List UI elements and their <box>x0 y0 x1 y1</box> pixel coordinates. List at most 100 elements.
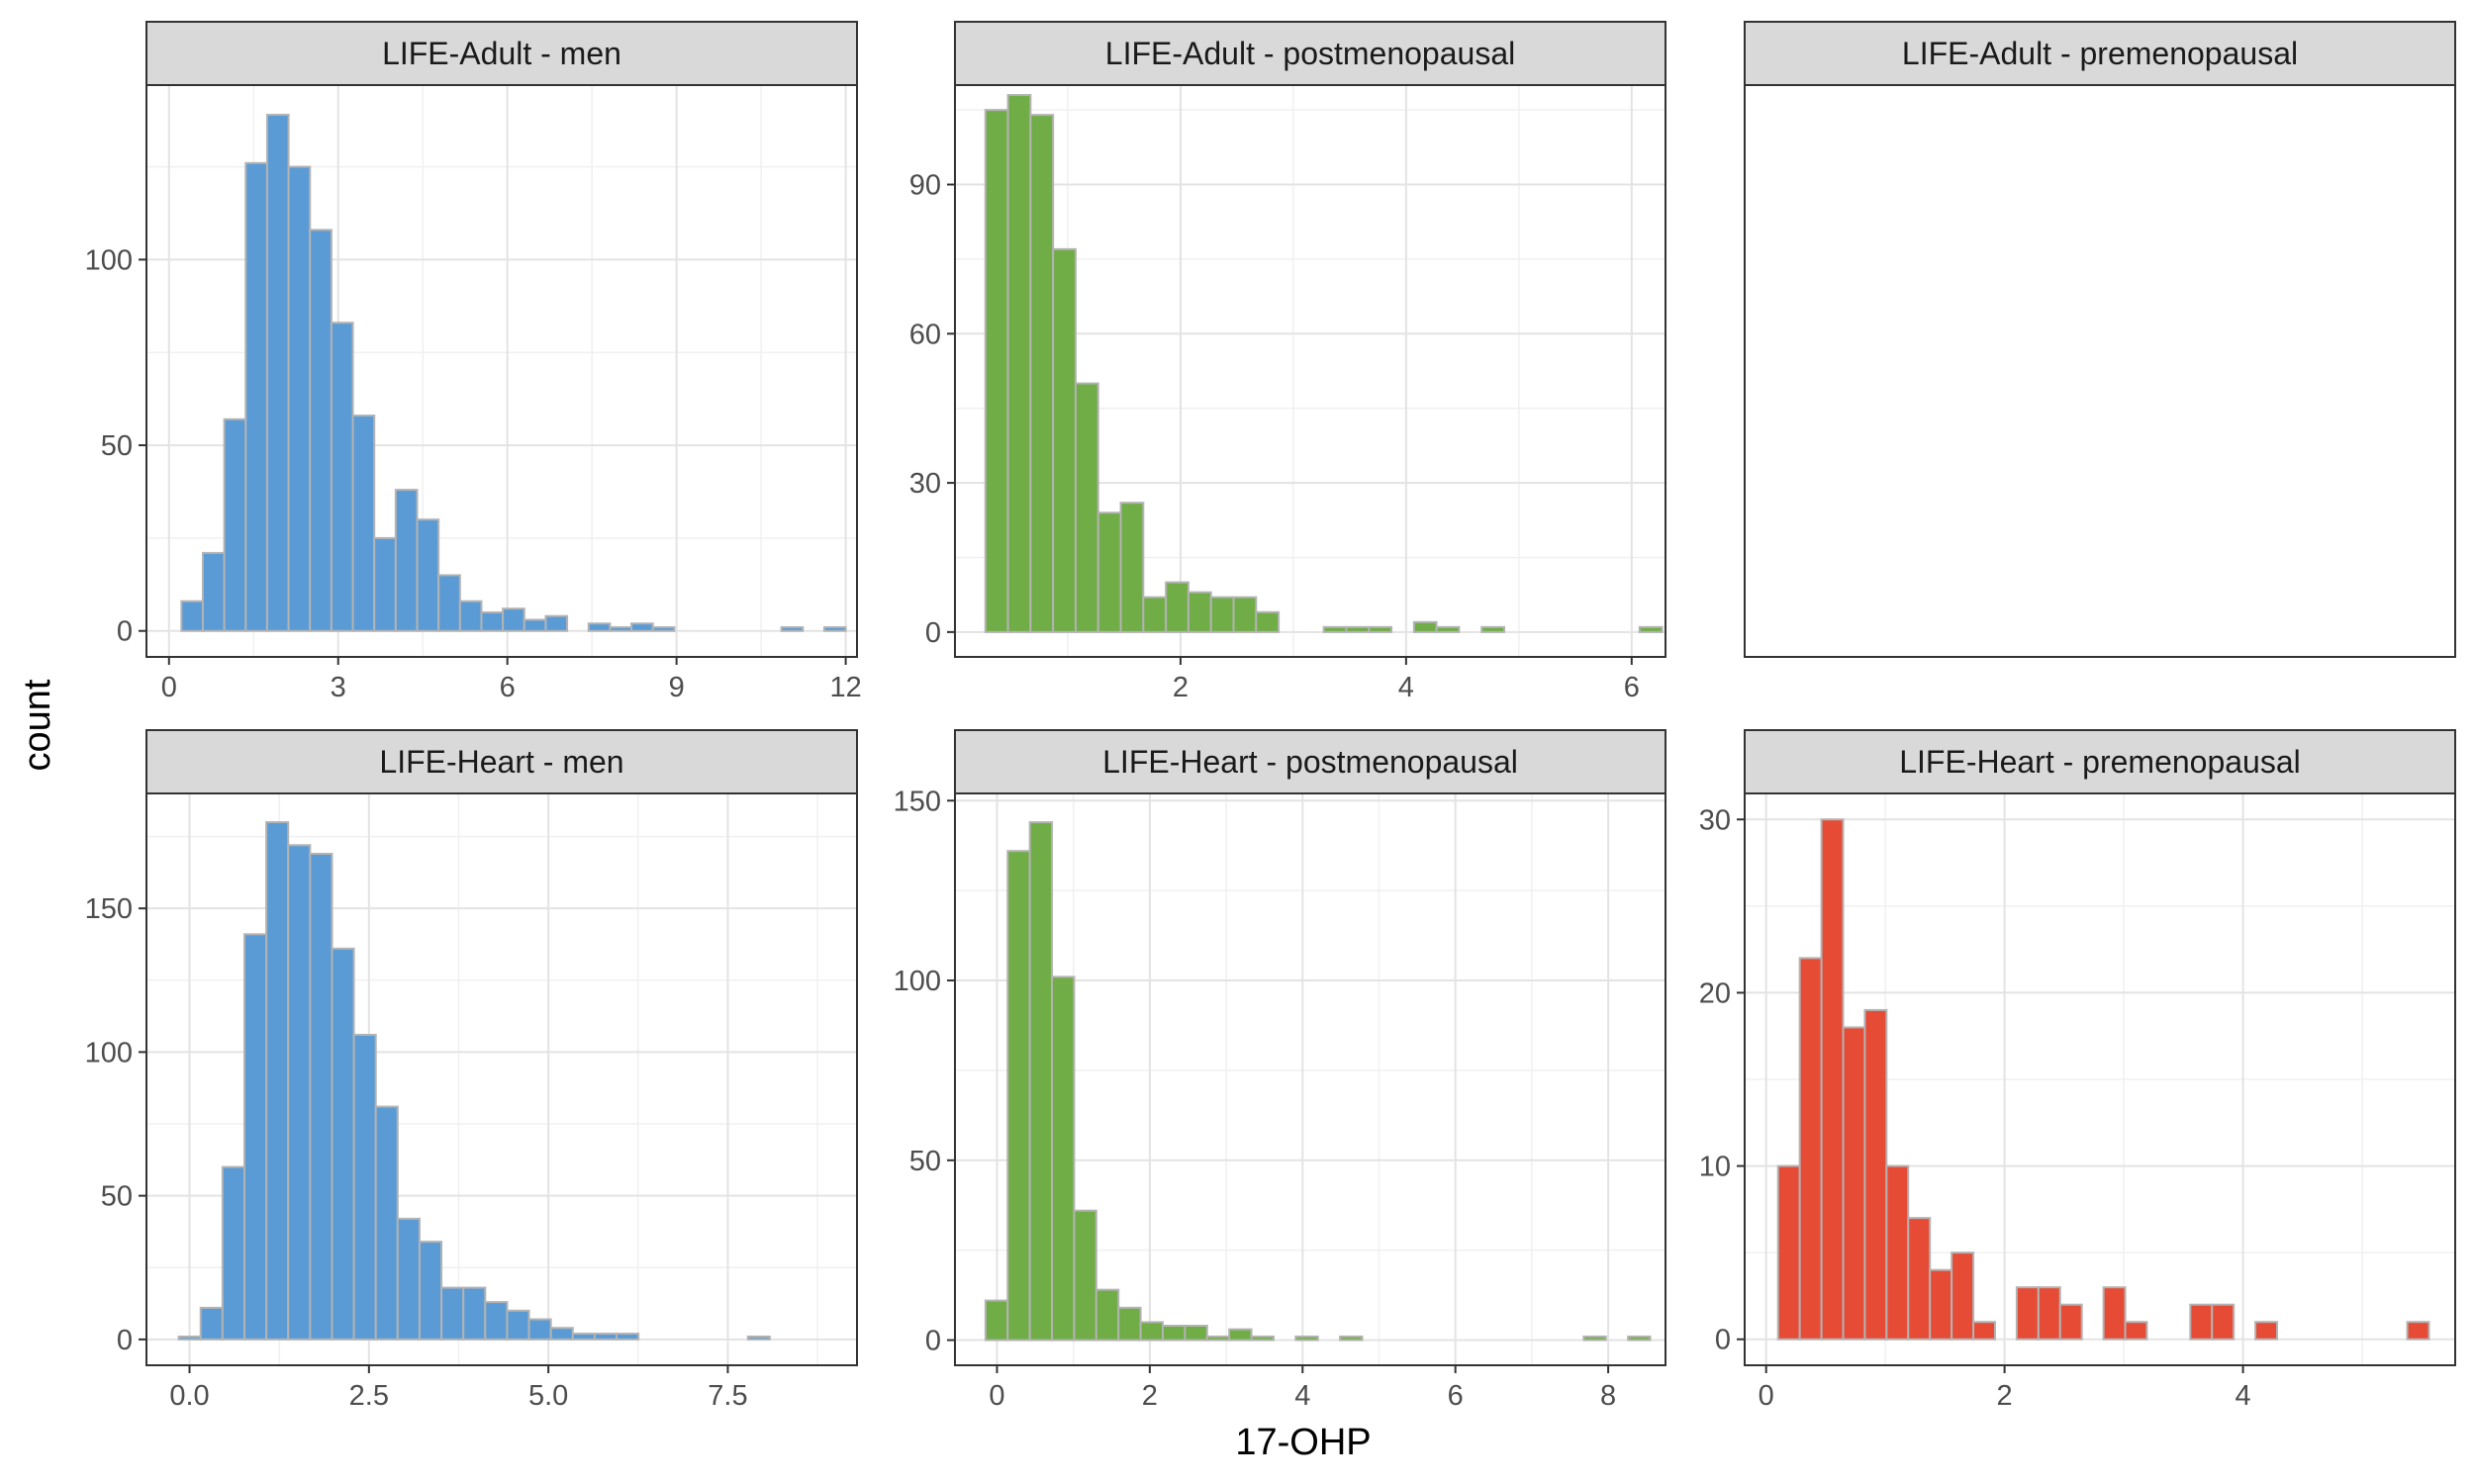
x-tick-label: 6 <box>1624 672 1640 703</box>
histogram-bar <box>1028 821 1054 1342</box>
histogram-bar <box>1627 1335 1652 1342</box>
histogram-bar <box>523 618 547 632</box>
histogram-bar <box>587 622 612 632</box>
histogram-bar <box>549 1327 574 1341</box>
histogram-bar <box>1368 625 1393 633</box>
histogram-bar <box>396 1217 421 1341</box>
facet-strip-label: LIFE-Heart - men <box>379 744 623 780</box>
histogram-bar <box>1142 596 1168 633</box>
histogram-bar <box>1187 591 1212 633</box>
histogram-bar <box>480 610 505 632</box>
histogram-bar <box>746 1335 771 1341</box>
histogram-bar <box>1250 1335 1275 1342</box>
facet-strip <box>145 729 858 794</box>
x-tick-label: 2 <box>1173 672 1189 703</box>
histogram-bar <box>780 625 805 632</box>
panel-border <box>1744 792 2456 1366</box>
histogram-bar <box>616 1333 640 1341</box>
facet-strip-label: LIFE-Heart - premenopausal <box>1899 744 2301 780</box>
histogram-bar <box>484 1301 509 1341</box>
x-tick-label: 0 <box>161 672 177 703</box>
y-tick-label: 100 <box>85 1037 133 1068</box>
facet-strip <box>1744 729 2456 794</box>
histogram-bar <box>1117 1306 1142 1342</box>
x-tick-label: 8 <box>1600 1380 1616 1412</box>
histogram-bar <box>2189 1303 2214 1341</box>
y-axis-title: count <box>17 679 58 771</box>
histogram-bar <box>1929 1268 1953 1341</box>
histogram-bar <box>2124 1321 2148 1341</box>
histogram-bar <box>1184 1325 1208 1342</box>
histogram-bar <box>1582 1335 1607 1342</box>
x-tick-label: 0 <box>989 1380 1004 1412</box>
y-tick-label: 10 <box>1699 1152 1731 1183</box>
x-tick-label: 2.5 <box>349 1380 389 1412</box>
panel-border <box>1744 84 2456 658</box>
histogram-bar <box>571 1333 596 1341</box>
histogram-bar <box>373 536 397 632</box>
histogram-bar <box>1638 625 1664 633</box>
histogram-bar <box>437 574 461 632</box>
histogram-bar <box>1776 1164 1801 1341</box>
histogram-bar <box>223 417 247 632</box>
histogram-bar <box>462 1286 487 1341</box>
histogram-bar <box>1322 625 1348 633</box>
x-tick-label: 0 <box>1759 1380 1774 1412</box>
histogram-bar <box>1972 1321 1996 1341</box>
histogram-bar <box>1006 94 1032 633</box>
histogram-bar <box>242 933 268 1341</box>
histogram-bar <box>1074 382 1099 633</box>
histogram-bar <box>309 852 333 1341</box>
histogram-bar <box>331 947 355 1341</box>
y-tick-label: 150 <box>894 786 941 817</box>
facet-strip-label: LIFE-Adult - postmenopausal <box>1105 36 1515 71</box>
histogram-bar <box>1094 1288 1120 1342</box>
facet-panel: LIFE-Heart - premenopausal 0 2 4 0 10 20 30 <box>1699 729 2456 1412</box>
y-tick-label: 50 <box>909 1146 941 1177</box>
histogram-bar <box>416 518 440 632</box>
y-tick-label: 90 <box>909 170 941 202</box>
histogram-bar <box>265 114 290 632</box>
y-tick-label: 30 <box>1699 804 1731 836</box>
histogram-bar <box>2102 1286 2127 1341</box>
x-tick-label: 2 <box>1997 1380 2013 1412</box>
y-tick-label: 50 <box>101 430 133 462</box>
histogram-bar <box>309 229 333 632</box>
facet-strip <box>145 21 858 86</box>
histogram-bar <box>630 622 654 632</box>
y-tick-label: 0 <box>925 1326 941 1357</box>
histogram-bar <box>1073 1209 1097 1342</box>
panel-border <box>954 84 1666 658</box>
histogram-bar <box>1139 1321 1164 1342</box>
histogram-bar <box>1480 625 1506 633</box>
facet-panel: LIFE-Adult - men 0 3 6 9 12 0 50 100 <box>85 21 862 703</box>
histogram-bar <box>984 109 1009 633</box>
facet-strip <box>954 729 1666 794</box>
x-tick-label: 7.5 <box>708 1380 747 1412</box>
histogram-bar <box>2406 1321 2430 1341</box>
facet-panel: LIFE-Adult - premenopausal <box>1744 21 2456 658</box>
histogram-bar <box>418 1241 443 1341</box>
histogram-bar <box>1232 596 1258 633</box>
histogram-bar <box>1161 1325 1187 1342</box>
x-tick-label: 4 <box>2235 1380 2250 1412</box>
x-tick-label: 4 <box>1398 672 1414 703</box>
histogram-bar <box>593 1333 618 1341</box>
histogram-bar <box>458 600 483 632</box>
y-tick-label: 50 <box>101 1181 133 1213</box>
histogram-bar <box>1051 975 1076 1342</box>
histogram-bar <box>1006 850 1031 1342</box>
histogram-bar <box>1029 114 1055 633</box>
histogram-bar <box>287 844 312 1341</box>
histogram-bar <box>1096 511 1122 633</box>
histogram-bar <box>506 1309 530 1341</box>
histogram-bar <box>1294 1335 1319 1342</box>
histogram-bar <box>1119 502 1145 633</box>
histogram-bar <box>221 1165 245 1341</box>
x-tick-label: 5.0 <box>528 1380 568 1412</box>
histogram-bar <box>374 1105 399 1341</box>
histogram-bar <box>822 625 847 632</box>
y-tick-label: 60 <box>909 319 941 350</box>
histogram-bar <box>265 821 290 1341</box>
histogram-bar <box>2254 1321 2279 1341</box>
